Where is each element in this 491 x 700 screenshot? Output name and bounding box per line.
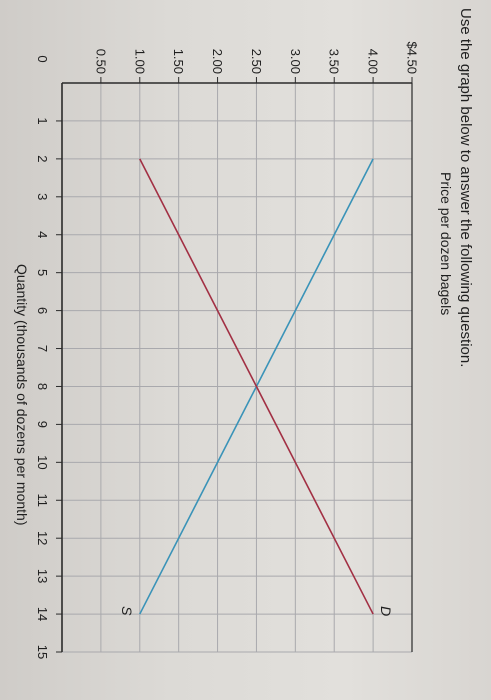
x-tick-label-2: 2 (35, 155, 50, 162)
axes (56, 77, 413, 653)
series-label-d: D (378, 606, 394, 616)
y-tick-label-6: 3.50 (327, 49, 342, 74)
y-tick-label-1: 1.00 (132, 49, 147, 74)
x-tick-label-3: 3 (35, 193, 50, 200)
y-tick-label-7: 4.00 (366, 49, 381, 74)
grid-lines (62, 83, 412, 653)
x-tick-label-13: 13 (35, 569, 50, 583)
x-tick-label-9: 9 (35, 421, 50, 428)
x-tick-label-10: 10 (35, 455, 50, 469)
y-tick-label-3: 2.00 (210, 49, 225, 74)
x-tick-label-15: 15 (35, 645, 50, 659)
y-tick-label-2: 1.50 (171, 49, 186, 74)
y-tick-label-0: 0.50 (93, 49, 108, 74)
y-axis-label: Price per dozen bagels (438, 172, 454, 315)
series-label-s: S (119, 606, 135, 616)
x-tick-label-1: 1 (35, 117, 50, 124)
question-text: Use the graph below to answer the follow… (457, 8, 474, 367)
x-tick-label-12: 12 (35, 531, 50, 545)
x-tick-label-7: 7 (35, 345, 50, 352)
x-tick-label-8: 8 (35, 383, 50, 390)
x-tick-label-0: 0 (35, 55, 50, 62)
y-tick-label-5: 3.00 (288, 49, 303, 74)
x-axis-label: Quantity (thousands of dozens per month) (14, 264, 30, 525)
x-tick-label-14: 14 (35, 607, 50, 621)
x-tick-label-6: 6 (35, 307, 50, 314)
x-tick-label-5: 5 (35, 269, 50, 276)
series-line-d (139, 158, 374, 615)
y-tick-label-8: $4.50 (405, 41, 420, 74)
x-tick-label-4: 4 (35, 231, 50, 238)
y-tick-label-4: 2.50 (249, 49, 264, 74)
x-tick-label-11: 11 (35, 494, 50, 508)
